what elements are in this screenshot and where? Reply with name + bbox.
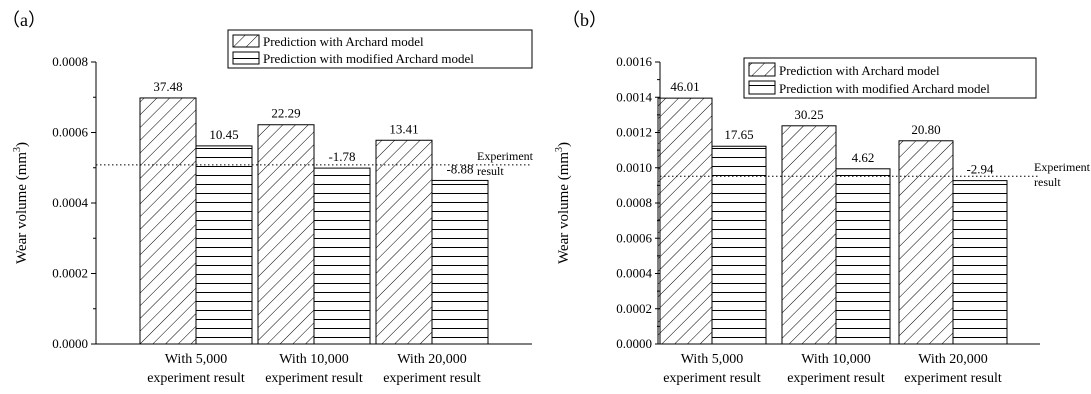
c0-category-label-line1: With 5,000: [165, 352, 227, 367]
c0-legend-swatch-0: [232, 34, 260, 48]
c0-bar-s1-g2: [431, 179, 489, 345]
c1-category-label-line1: With 20,000: [918, 352, 987, 367]
c0-bar-label-s0-g2: 13.41: [389, 121, 418, 136]
c1-bar-label-s0-g2: 20.80: [911, 122, 940, 137]
panel-b-label: （b）: [562, 10, 607, 30]
c1-reference-label-line2: result: [1034, 175, 1061, 189]
c1-y-tick-label: 0.0002: [616, 301, 652, 316]
c0-legend-swatch-1: [232, 51, 260, 65]
c1-bar-s1-g0: [711, 145, 767, 345]
c0-bar-label-s1-g2: -8.88: [446, 161, 473, 176]
c0-legend-label-0: Prediction with Archard model: [263, 34, 424, 49]
c0-legend-box: [227, 29, 533, 69]
c1-category-label-line2: experiment result: [904, 371, 1002, 386]
c0-bar-s1-g0: [195, 145, 253, 345]
c1-reference-label-line1: Experiment: [1034, 160, 1091, 174]
c0-y-tick-label: 0.0000: [52, 336, 88, 351]
c1-y-tick-label: 0.0014: [616, 89, 652, 104]
c0-category-label-line2: experiment result: [147, 371, 245, 386]
c1-legend-swatch-0: [748, 62, 776, 77]
c1-legend-label-1: Prediction with modified Archard model: [779, 81, 990, 96]
c0-category-label-line2: experiment result: [265, 371, 363, 386]
c0-reference-label-line1: Experiment: [477, 149, 534, 163]
c0-bar-label-s1-g1: -1.78: [328, 149, 355, 164]
c0-category-label-line1: With 10,000: [279, 352, 348, 367]
c1-bar-label-s0-g1: 30.25: [794, 107, 823, 122]
c0-legend-label-1: Prediction with modified Archard model: [263, 51, 474, 66]
c1-bar-label-s1-g2: -2.94: [966, 162, 994, 177]
c0-bar-s1-g1: [313, 167, 371, 345]
c0-bar-s0-g1: [257, 124, 315, 345]
c0-bar-label-s0-g0: 37.48: [153, 79, 182, 94]
c1-category-label-line1: With 5,000: [681, 352, 743, 367]
c0-y-tick-label: 0.0006: [52, 125, 88, 140]
c1-legend-box: [743, 57, 1037, 99]
c1-category-label-line2: experiment result: [787, 371, 885, 386]
c0-bar-label-s0-g1: 22.29: [271, 106, 300, 121]
c1-legend-label-0: Prediction with Archard model: [779, 63, 940, 78]
c1-bar-s0-g2: [898, 140, 954, 345]
c1-y-tick-label: 0.0008: [616, 195, 652, 210]
panel-a-label: （a）: [2, 10, 46, 30]
c1-y-axis-title: Wear volume (mm3): [554, 142, 572, 264]
c1-bar-label-s1-g1: 4.62: [852, 150, 875, 165]
c1-category-label-line2: experiment result: [663, 371, 761, 386]
c1-y-tick-label: 0.0004: [616, 266, 652, 281]
c1-bar-s0-g1: [781, 125, 837, 345]
c1-category-label-line1: With 10,000: [801, 352, 870, 367]
c1-y-tick-label: 0.0000: [616, 336, 652, 351]
c1-y-tick-label: 0.0016: [616, 54, 652, 69]
c0-y-tick-label: 0.0004: [52, 195, 88, 210]
c1-bar-label-s1-g0: 17.65: [724, 127, 753, 142]
c1-y-tick-label: 0.0006: [616, 230, 652, 245]
c0-bar-s0-g2: [375, 139, 433, 345]
c0-category-label-line2: experiment result: [383, 371, 481, 386]
c1-legend-swatch-1: [748, 80, 776, 95]
c1-y-tick-label: 0.0010: [616, 160, 652, 175]
c0-y-tick-label: 0.0008: [52, 54, 88, 69]
c1-bar-s0-g0: [657, 97, 713, 345]
c0-bar-label-s1-g0: 10.45: [209, 127, 238, 142]
c0-bar-s0-g0: [139, 97, 197, 345]
c1-y-tick-label: 0.0012: [616, 125, 652, 140]
c1-bar-s1-g2: [952, 180, 1008, 345]
c0-y-axis-title: Wear volume (mm3): [12, 142, 30, 264]
c0-category-label-line1: With 20,000: [397, 352, 466, 367]
c1-bar-label-s0-g0: 46.01: [670, 79, 699, 94]
c0-reference-label-line2: result: [477, 164, 504, 178]
c1-bar-s1-g1: [835, 168, 891, 345]
c0-y-tick-label: 0.0002: [52, 266, 88, 281]
